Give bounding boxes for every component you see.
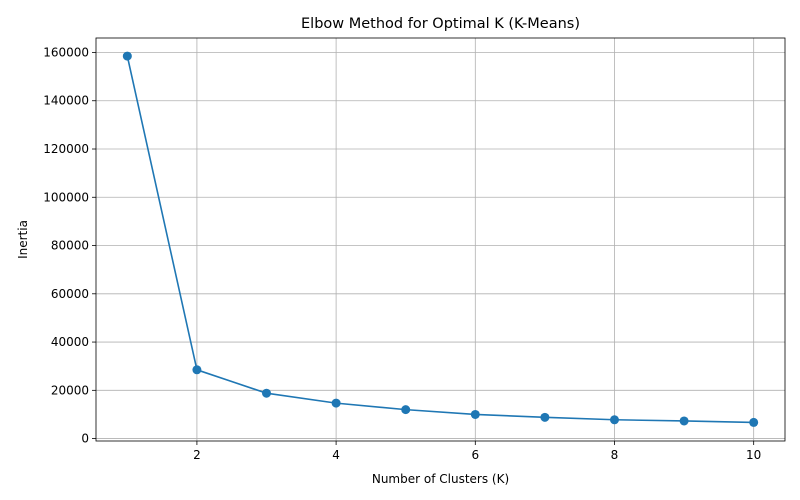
data-point xyxy=(331,398,341,408)
y-axis-label: Inertia xyxy=(16,220,30,259)
y-tick-label: 80000 xyxy=(51,239,89,253)
x-axis-label: Number of Clusters (K) xyxy=(372,472,509,486)
chart-title: Elbow Method for Optimal K (K-Means) xyxy=(301,16,580,32)
x-tick-label: 6 xyxy=(471,448,479,462)
data-point xyxy=(609,415,619,425)
y-tick-label: 140000 xyxy=(43,94,89,108)
tick-marks xyxy=(92,52,755,445)
data-point xyxy=(401,405,411,415)
data-point xyxy=(540,412,550,422)
grid-lines xyxy=(96,38,785,441)
y-tick-label: 40000 xyxy=(51,335,89,349)
axes-frame xyxy=(95,37,786,442)
y-tick-label: 20000 xyxy=(51,383,89,397)
plot-background xyxy=(96,38,785,441)
plot-area: 2 4 6 8 10 0 20000 40000 60000 80000 100000 120000 1… xyxy=(43,37,786,462)
data-point xyxy=(749,417,759,427)
y-tick-label: 100000 xyxy=(43,190,89,204)
y-tick-label: 160000 xyxy=(43,45,89,59)
data-point xyxy=(470,409,480,419)
series-layer xyxy=(122,51,759,427)
data-point xyxy=(192,365,202,375)
x-tick-label: 2 xyxy=(193,448,201,462)
tick-labels: 2 4 6 8 10 0 20000 40000 60000 80000 100000 120000 1… xyxy=(43,45,761,462)
data-point xyxy=(679,416,689,426)
x-tick-label: 10 xyxy=(746,448,761,462)
y-tick-label: 60000 xyxy=(51,287,89,301)
data-point xyxy=(262,388,272,398)
data-point xyxy=(122,51,132,61)
x-tick-label: 8 xyxy=(611,448,619,462)
series-line xyxy=(126,55,755,424)
y-tick-label: 0 xyxy=(81,432,89,446)
y-tick-label: 120000 xyxy=(43,142,89,156)
x-tick-label: 4 xyxy=(332,448,340,462)
